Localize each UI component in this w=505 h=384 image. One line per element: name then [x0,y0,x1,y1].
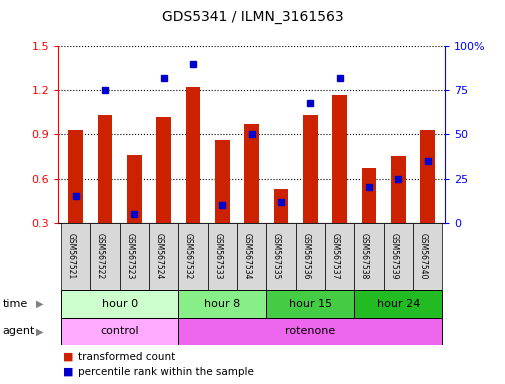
Text: GSM567523: GSM567523 [125,233,134,279]
Bar [68,130,83,223]
Text: ■: ■ [63,352,74,362]
Bar [390,157,405,223]
Bar [120,223,149,290]
Bar [354,223,383,290]
Bar [295,223,324,290]
Bar [178,290,266,318]
Bar [127,155,141,223]
Text: agent: agent [3,326,35,336]
Text: GSM567521: GSM567521 [67,233,76,279]
Bar [237,223,266,290]
Bar [208,223,237,290]
Bar [61,223,90,290]
Bar [244,124,259,223]
Text: percentile rank within the sample: percentile rank within the sample [78,367,254,377]
Bar [412,223,441,290]
Text: GSM567537: GSM567537 [330,233,339,279]
Bar [90,223,120,290]
Bar [156,117,171,223]
Bar [354,290,441,318]
Text: GSM567534: GSM567534 [242,233,251,279]
Text: rotenone: rotenone [285,326,335,336]
Text: control: control [100,326,139,336]
Bar [332,95,346,223]
Text: GSM567539: GSM567539 [388,233,397,279]
Bar [273,189,288,223]
Text: GSM567532: GSM567532 [184,233,193,279]
Bar [149,223,178,290]
Text: GSM567540: GSM567540 [418,233,427,279]
Text: GDS5341 / ILMN_3161563: GDS5341 / ILMN_3161563 [162,10,343,23]
Bar [97,115,112,223]
Text: GSM567524: GSM567524 [155,233,164,279]
Bar [178,223,208,290]
Bar [266,290,353,318]
Text: hour 0: hour 0 [102,299,137,309]
Bar [178,318,441,345]
Text: GSM567538: GSM567538 [360,233,368,279]
Text: transformed count: transformed count [78,352,175,362]
Bar [266,223,295,290]
Text: GSM567522: GSM567522 [96,233,105,279]
Text: time: time [3,299,28,309]
Text: GSM567536: GSM567536 [301,233,310,279]
Text: GSM567535: GSM567535 [272,233,280,279]
Bar [420,130,434,223]
Text: hour 24: hour 24 [376,299,419,309]
Bar [302,115,317,223]
Text: GSM567533: GSM567533 [213,233,222,279]
Bar [361,168,376,223]
Text: ■: ■ [63,367,74,377]
Bar [185,87,200,223]
Bar [215,140,229,223]
Text: hour 15: hour 15 [288,299,331,309]
Bar [324,223,353,290]
Text: ▶: ▶ [36,326,44,336]
Bar [61,290,178,318]
Text: hour 8: hour 8 [204,299,240,309]
Text: ▶: ▶ [36,299,44,309]
Bar [61,318,178,345]
Bar [383,223,412,290]
